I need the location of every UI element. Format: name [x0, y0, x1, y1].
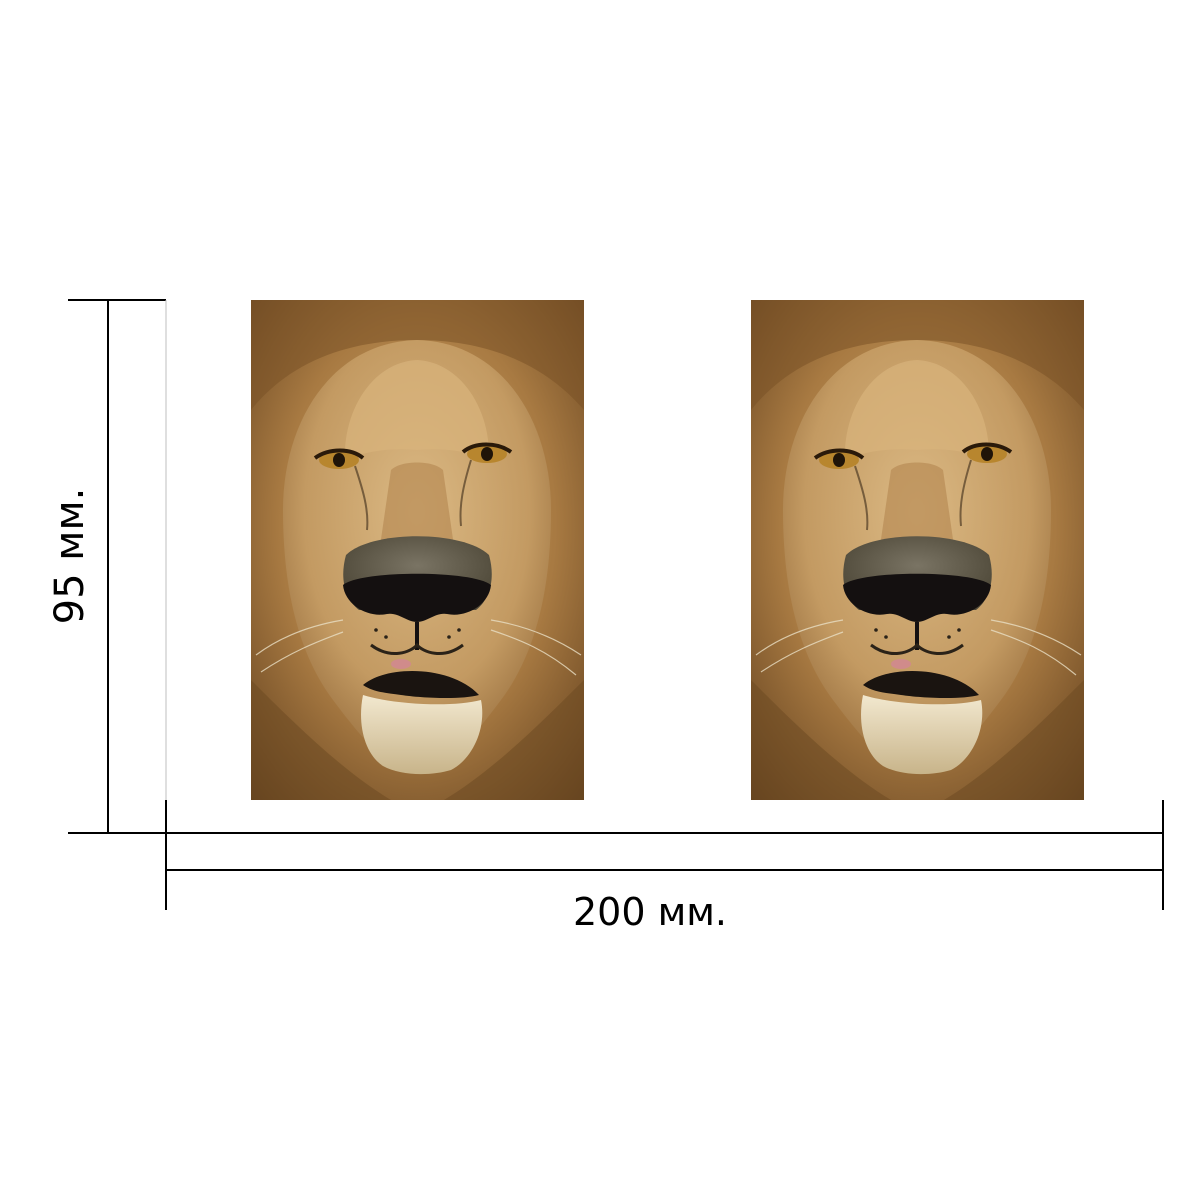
lion-panel-left: [249, 298, 586, 802]
height-dimension: [68, 299, 167, 834]
height-label: 95 мм.: [47, 488, 93, 625]
width-label: 200 мм.: [573, 890, 727, 934]
width-dimension: [165, 800, 1164, 910]
lion-panel-right: [749, 298, 1086, 802]
